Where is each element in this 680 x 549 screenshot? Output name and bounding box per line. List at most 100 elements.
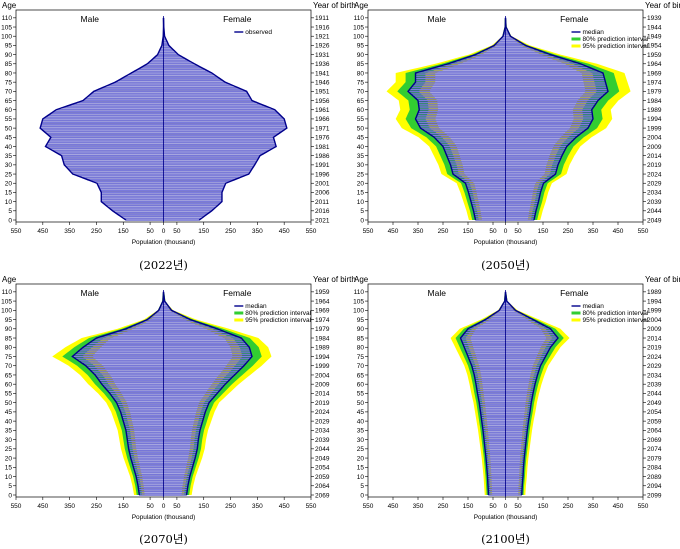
x-tick-label: 550: [306, 503, 317, 510]
male-bar-age-91: [479, 52, 506, 54]
male-bar-age-88: [114, 331, 164, 334]
age-tick-label: 25: [357, 171, 365, 178]
male-bar-age-69: [87, 366, 164, 369]
birth-year-tick-label: 2039: [647, 381, 662, 388]
female-bar-age-45: [163, 411, 206, 413]
female-bar-age-86: [163, 335, 237, 337]
pyramid-panel-3: Age Year of birth Male Female 0 5 10 15 20 25 30 35…: [1, 275, 356, 546]
male-bar-age-86: [461, 335, 506, 337]
birth-year-tick-label: 1921: [315, 34, 330, 41]
male-bar-age-79: [80, 348, 164, 350]
female-bar-age-6: [505, 483, 523, 485]
male-bar-age-48: [118, 405, 164, 408]
male-bar-age-90: [467, 328, 506, 330]
male-bar-age-80: [82, 346, 164, 348]
male-bar-age-82: [88, 342, 164, 345]
male-bar-age-0: [488, 494, 506, 496]
male-bar-age-63: [418, 103, 506, 105]
male-bar-age-33: [126, 433, 164, 435]
male-bar-age-42: [439, 142, 506, 144]
female-bar-age-56: [163, 390, 219, 393]
female-bar-age-30: [163, 164, 255, 166]
x-tick-label: 250: [225, 503, 236, 510]
birth-year-tick-label: 1974: [315, 317, 330, 324]
birth-year-tick-label: 1994: [647, 298, 662, 305]
female-bar-age-74: [505, 357, 545, 360]
male-bar-age-93: [486, 48, 506, 50]
birth-year-tick-label: 2049: [315, 455, 330, 462]
female-bar-age-41: [505, 143, 569, 146]
male-bar-age-87: [458, 59, 506, 61]
female-bar-age-74: [163, 357, 251, 360]
male-bar-age-92: [474, 324, 506, 326]
female-bar-age-83: [505, 66, 590, 69]
female-median-line: [162, 17, 288, 221]
male-bar-age-39: [48, 147, 164, 150]
male-bar-age-60: [56, 109, 164, 111]
female-bar-age-93: [505, 48, 536, 50]
male-bar-age-14: [101, 193, 164, 195]
female-bar-age-91: [163, 326, 212, 328]
birth-year-tick-label: 2034: [647, 190, 662, 197]
male-bar-age-8: [487, 479, 506, 481]
birth-year-tick-label: 1911: [315, 15, 329, 22]
male-bar-age-57: [48, 114, 164, 116]
year-of-birth-axis-label: Year of birth: [313, 1, 356, 10]
female-bar-age-75: [163, 81, 226, 83]
male-bar-age-21: [130, 455, 164, 457]
male-bar-age-40: [123, 420, 164, 422]
male-bar-age-0: [125, 219, 164, 221]
age-tick-label: 80: [357, 345, 365, 352]
female-bar-age-79: [505, 74, 604, 76]
age-tick-label: 105: [1, 298, 12, 305]
female-bar-age-14: [163, 468, 193, 470]
male-bar-age-39: [481, 422, 506, 424]
birth-year-tick-label: 1946: [315, 79, 330, 86]
female-bar-age-26: [505, 171, 557, 173]
age-tick-label: 25: [5, 446, 13, 453]
female-bar-age-6: [163, 483, 189, 485]
male-bar-age-40: [442, 145, 506, 148]
pyramid-panel-4: Age Year of birth Male Female 0 5 10 15 20 25 30 35…: [353, 275, 680, 546]
female-bar-age-49: [505, 403, 532, 406]
birth-year-tick-label: 1989: [315, 345, 330, 352]
x-tick-label: 50: [514, 503, 522, 510]
female-bar-age-58: [505, 387, 535, 389]
female-bar-age-36: [163, 427, 201, 430]
male-bar-age-19: [465, 184, 506, 186]
female-bar-age-17: [163, 188, 224, 190]
female-bar-age-2: [505, 490, 523, 493]
male-bar-age-58: [417, 112, 506, 115]
male-bar-age-89: [469, 55, 506, 58]
male-bar-age-5: [487, 485, 506, 487]
male-bar-age-79: [127, 74, 164, 76]
male-bar-age-93: [138, 322, 164, 324]
male-bar-age-29: [450, 166, 506, 168]
x-tick-label: 150: [463, 503, 474, 510]
birth-year-tick-label: 2044: [647, 391, 662, 398]
male-bar-age-0: [475, 219, 506, 221]
female-label: Female: [223, 288, 252, 298]
male-bar-age-41: [481, 418, 506, 420]
birth-year-tick-label: 1984: [315, 335, 330, 342]
age-tick-label: 60: [5, 107, 13, 114]
male-bar-age-43: [48, 140, 164, 142]
male-bar-age-32: [63, 160, 164, 162]
male-bar-age-38: [444, 149, 506, 151]
female-bar-age-56: [163, 116, 283, 118]
female-bar-age-74: [505, 83, 607, 85]
male-bar-age-82: [428, 68, 506, 70]
male-label: Male: [81, 288, 100, 298]
male-bar-age-71: [470, 363, 506, 365]
female-bar-age-25: [163, 448, 198, 450]
birth-year-tick-label: 1994: [647, 116, 662, 123]
male-bar-age-28: [67, 167, 164, 170]
age-tick-label: 105: [353, 24, 364, 31]
male-bar-age-93: [478, 322, 506, 324]
male-bar-age-18: [131, 461, 164, 463]
male-bar-age-20: [465, 182, 506, 184]
female-bar-age-62: [163, 379, 230, 382]
age-tick-label: 10: [357, 474, 365, 481]
male-bar-age-80: [415, 72, 506, 74]
female-bar-age-48: [505, 131, 584, 133]
